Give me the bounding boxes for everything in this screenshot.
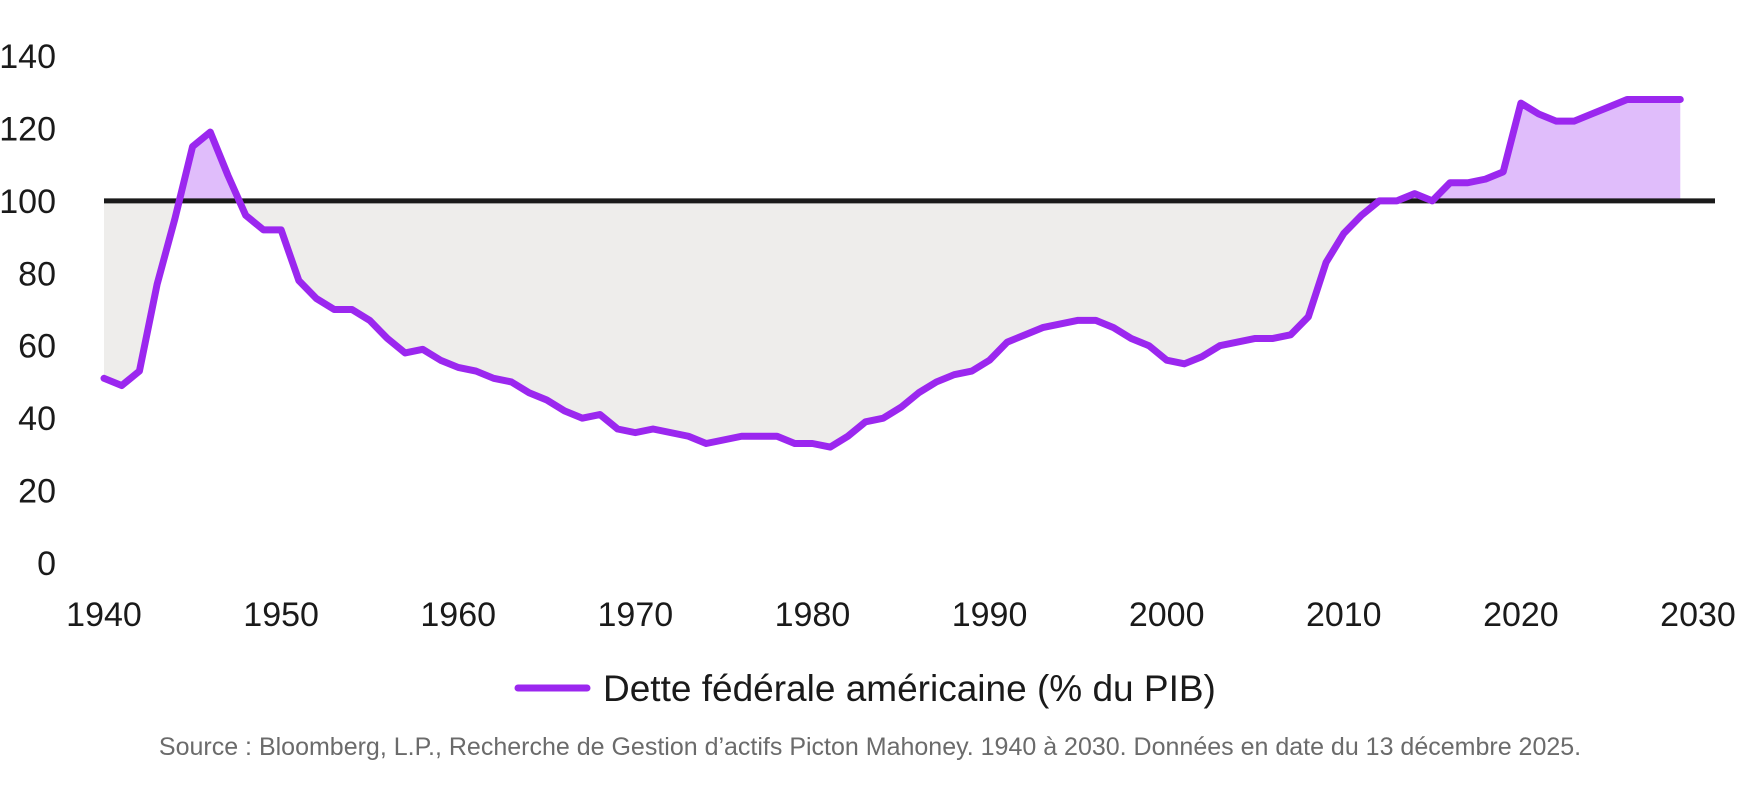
x-tick-label: 1970 xyxy=(598,596,674,634)
legend: Dette fédérale américaine (% du PIB) xyxy=(514,668,1216,709)
x-tick-label: 2010 xyxy=(1306,596,1382,634)
y-tick-label: 40 xyxy=(18,400,56,438)
y-tick-label: 120 xyxy=(0,110,56,148)
x-tick-label: 2030 xyxy=(1660,596,1736,634)
x-tick-label: 2020 xyxy=(1483,596,1559,634)
y-tick-label: 140 xyxy=(0,38,56,76)
x-tick-label: 1990 xyxy=(952,596,1028,634)
series-line xyxy=(100,95,1684,451)
x-axis: 1940 1950 1960 1970 1980 1990 2000 2010 2020 2030 xyxy=(66,596,1736,634)
y-tick-label: 100 xyxy=(0,183,56,221)
x-tick-label: 1980 xyxy=(775,596,851,634)
fill-below-100 xyxy=(104,200,180,386)
series-group xyxy=(100,95,1684,451)
y-tick-label: 60 xyxy=(18,328,56,366)
legend-label: Dette fédérale américaine (% du PIB) xyxy=(603,668,1216,709)
x-tick-label: 1940 xyxy=(66,596,142,634)
source-note: Source : Bloomberg, L.P., Recherche de G… xyxy=(158,733,1582,761)
x-tick-label: 1950 xyxy=(243,596,319,634)
fill-above-100 xyxy=(1379,99,1681,201)
y-tick-label: 20 xyxy=(18,473,56,511)
x-tick-label: 1960 xyxy=(420,596,496,634)
x-tick-label: 2000 xyxy=(1129,596,1205,634)
y-tick-label: 80 xyxy=(18,255,56,293)
fill-areas xyxy=(104,99,1681,448)
y-axis: 0 20 40 60 80 100 120 140 xyxy=(0,38,56,583)
fill-below-100 xyxy=(239,200,1380,448)
y-tick-label: 0 xyxy=(37,545,56,583)
